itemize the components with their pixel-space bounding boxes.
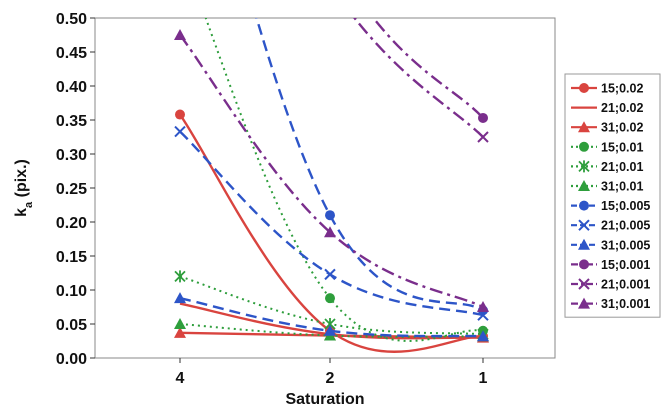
legend-label: 21;0.001	[601, 278, 650, 292]
legend-item: 31;0.001	[571, 297, 650, 311]
legend-marker	[578, 278, 590, 290]
legend-marker	[578, 219, 590, 231]
legend-item: 15;0.001	[571, 258, 650, 272]
series-line	[353, 18, 484, 138]
series-31;0.005	[174, 292, 489, 342]
legend-marker	[578, 121, 590, 133]
y-tick-label: 0.50	[56, 11, 87, 28]
data-point	[478, 112, 488, 123]
legend-marker	[578, 238, 590, 250]
y-axis-title-sub: a	[23, 201, 35, 208]
legend-item: 15;0.02	[571, 82, 643, 96]
legend-item: 31;0.01	[571, 180, 643, 194]
data-point	[324, 324, 336, 336]
y-axis-title: ka (pix.)	[13, 159, 35, 217]
axes: 0.00 0.05 0.10 0.15 0.20 0.25 0.30 0.35 0.40 0.45…	[56, 11, 556, 387]
y-tick-label: 0.25	[56, 181, 87, 198]
legend-marker	[579, 200, 589, 211]
data-point	[477, 330, 489, 342]
x-axis-title: Saturation	[285, 391, 364, 408]
y-tick-label: 0.00	[56, 351, 87, 368]
y-tick-label: 0.35	[56, 113, 87, 130]
legend-label: 21;0.02	[601, 101, 643, 115]
data-point	[174, 318, 186, 329]
data-point	[324, 268, 336, 281]
legend-label: 31;0.001	[601, 297, 650, 311]
data-point	[477, 131, 489, 143]
x-tick-label: 4	[176, 370, 185, 387]
series-21;0.001	[353, 18, 489, 143]
y-tick-label: 0.15	[56, 249, 87, 266]
series-line	[179, 113, 484, 353]
data-point	[174, 292, 186, 304]
x-tick-label: 1	[479, 370, 488, 387]
x-tick-label: 2	[326, 370, 335, 387]
y-tick-label: 0.10	[56, 283, 87, 300]
series-15;0.001	[372, 18, 488, 123]
plot-frame	[94, 17, 556, 359]
series-31;0.001	[174, 29, 489, 312]
legend-label: 15;0.001	[601, 258, 650, 272]
legend-item: 31;0.02	[571, 121, 643, 135]
legend-label: 15;0.005	[601, 199, 650, 213]
legend-label: 21;0.005	[601, 219, 650, 233]
legend-item: 21;0.005	[571, 219, 650, 233]
legend-marker	[579, 259, 589, 270]
data-point	[325, 210, 335, 221]
legend-label: 21;0.01	[601, 160, 643, 174]
series-line	[372, 18, 484, 119]
legend-marker	[578, 160, 590, 173]
legend-label: 31;0.005	[601, 238, 650, 252]
series-layer	[174, 18, 489, 353]
legend: 15;0.02 21;0.02 31;0.02 15;0.01 21;0.01 31;0.…	[564, 73, 661, 318]
legend-item: 15;0.01	[571, 140, 643, 154]
legend-item: 21;0.01	[571, 160, 643, 174]
data-point	[324, 226, 336, 238]
y-axis-title-main: k	[13, 208, 30, 217]
legend-item: 15;0.005	[571, 199, 650, 213]
legend-item: 21;0.02	[571, 101, 643, 115]
legend-box	[564, 73, 661, 318]
data-point	[477, 301, 489, 312]
y-axis-title-rest: (pix.)	[13, 159, 30, 202]
series-line	[179, 34, 484, 309]
data-point	[174, 29, 186, 40]
legend-label: 31;0.01	[601, 180, 643, 194]
series-line	[255, 18, 484, 312]
y-tick-label: 0.40	[56, 79, 87, 96]
legend-item: 31;0.005	[571, 238, 650, 252]
legend-label: 31;0.02	[601, 121, 643, 135]
y-tick-label: 0.20	[56, 215, 87, 232]
data-point	[174, 270, 186, 283]
series-15;0.02	[175, 109, 488, 353]
legend-marker	[579, 141, 589, 152]
y-tick-label: 0.45	[56, 45, 87, 62]
data-point	[325, 293, 335, 304]
legend-label: 15;0.01	[601, 140, 643, 154]
data-point	[175, 109, 185, 120]
data-point	[174, 125, 186, 138]
legend-marker	[578, 297, 590, 309]
y-tick-label: 0.05	[56, 317, 87, 334]
data-point	[174, 326, 186, 338]
y-tick-label: 0.30	[56, 147, 87, 164]
legend-item: 21;0.001	[571, 278, 650, 292]
legend-label: 15;0.02	[601, 82, 643, 96]
legend-marker	[578, 180, 590, 191]
legend-marker	[579, 83, 589, 93]
